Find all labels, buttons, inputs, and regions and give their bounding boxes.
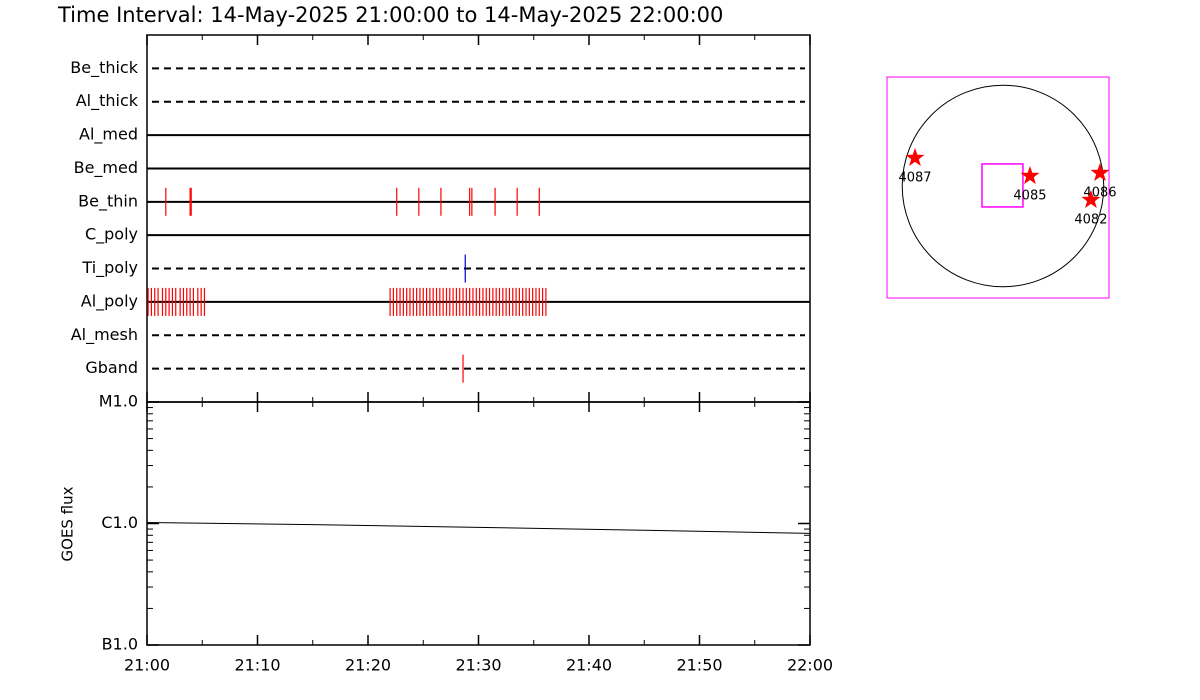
y-tick-label: M1.0: [99, 392, 138, 411]
region-label: 4085: [1013, 189, 1046, 204]
region-star: [1081, 189, 1101, 208]
x-tick-label: 21:50: [676, 656, 722, 675]
field-of-view: [981, 163, 1024, 208]
solar-limb: [901, 84, 1105, 288]
y-axis-label: GOES flux: [59, 486, 77, 561]
row-label: Be_thin: [78, 191, 138, 211]
region-star: [905, 147, 925, 166]
x-tick-label: 21:30: [455, 656, 501, 675]
row-label: Al_poly: [81, 291, 138, 311]
panel-frame: [146, 34, 811, 403]
row-label: Al_thick: [76, 91, 139, 111]
row-label: Be_thick: [70, 58, 138, 78]
y-tick-label: B1.0: [102, 635, 138, 654]
region-label: 4087: [898, 170, 931, 185]
region-star: [1020, 166, 1040, 185]
x-tick-label: 21:10: [234, 656, 280, 675]
title: Time Interval: 14-May-2025 21:00:00 to 1…: [57, 3, 723, 27]
row-label: Be_med: [74, 158, 138, 178]
x-tick-label: 22:00: [787, 656, 833, 675]
x-tick-label: 21:00: [124, 656, 170, 675]
region-label: 4082: [1074, 212, 1107, 227]
row-label: Al_med: [79, 125, 138, 145]
y-tick-label: C1.0: [101, 513, 138, 532]
x-tick-label: 21:40: [566, 656, 612, 675]
region-star: [1090, 163, 1110, 181]
row-label: Gband: [85, 358, 138, 377]
map-frame: [886, 76, 1110, 299]
goes-line: [146, 521, 811, 534]
row-label: Ti_poly: [81, 258, 138, 278]
row-label: Al_mesh: [71, 325, 138, 345]
x-tick-label: 21:20: [345, 656, 391, 675]
row-label: C_poly: [85, 225, 138, 245]
